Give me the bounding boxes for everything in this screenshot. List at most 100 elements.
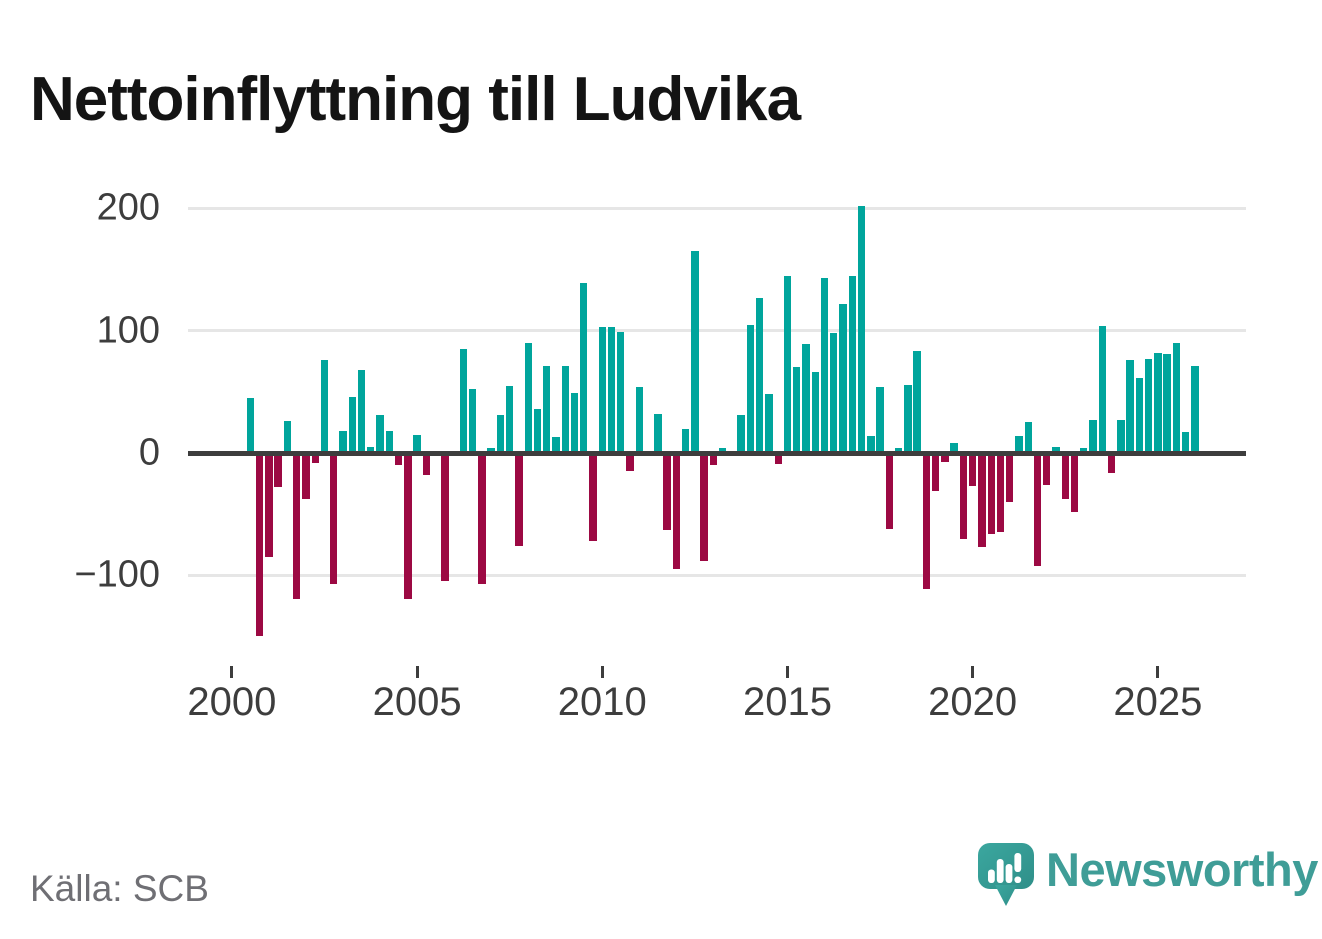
bar [765,394,773,453]
bar [1006,453,1014,502]
bar [922,453,931,589]
bar [413,434,421,453]
bar [552,437,560,453]
bar [987,453,995,534]
bar [756,297,764,453]
x-tick [415,666,419,678]
bar [681,428,690,453]
bar [265,453,273,557]
bar [839,303,847,453]
bar [580,283,588,453]
bar [1098,325,1106,453]
bar [1181,432,1190,453]
x-tick [971,666,975,678]
bar [1033,453,1042,566]
bar [376,415,384,453]
bar [570,393,579,453]
bar [996,453,1005,533]
bar [533,408,542,453]
bar [746,324,755,453]
bar [1070,453,1079,512]
zero-line [188,450,1246,456]
gridline [188,206,1246,210]
y-axis-label: 100 [96,309,160,352]
bar [496,415,505,453]
bar [255,453,264,637]
bar [904,384,912,453]
bar [1135,378,1144,453]
bar [876,386,884,453]
bar [357,369,366,453]
bar [1126,360,1134,453]
x-tick [600,666,604,678]
bar [293,453,301,599]
newsworthy-icon [978,843,1034,906]
bar [385,430,393,453]
bar [848,275,856,453]
x-axis-label: 2005 [372,680,462,724]
bar [617,331,625,453]
bar [302,453,310,500]
bar [968,453,977,487]
newsworthy-wordmark: Newsworthy [1046,843,1318,896]
bar [811,372,819,453]
bar [561,366,569,453]
bar [663,453,671,531]
bar [330,453,338,584]
plot-area: 2000 2005 2010 2015 2020 2025 [187,180,1246,740]
bar [524,342,532,453]
bar [654,413,662,453]
bar [709,453,718,466]
bar [931,453,940,491]
bar [783,275,792,453]
bar [404,453,412,599]
bar [1089,419,1097,453]
bar [589,453,597,542]
source-label: Källa: SCB [30,868,209,909]
y-axis-label: −100 [74,553,160,596]
page-title: Nettoinflyttning till Ludvika [30,64,801,134]
bar [635,386,643,453]
bar [441,453,449,582]
bar [1024,422,1032,453]
bar [468,389,477,453]
bar [820,278,829,453]
bar [1191,366,1199,453]
bar [283,421,292,453]
bar [598,327,606,453]
x-axis-label: 2015 [742,680,832,724]
bar [1107,453,1116,473]
bar [941,453,949,462]
y-axis-label: 0 [138,431,160,474]
y-axis-label: 200 [96,186,160,229]
bar [320,360,329,453]
bar [830,333,838,453]
bar [348,396,356,453]
bar [700,453,708,561]
bar [515,453,523,546]
x-tick [785,666,789,678]
bar [246,397,255,453]
bar [913,351,921,453]
bar [626,453,634,472]
bar [802,344,810,453]
x-tick [1156,666,1160,678]
x-axis-label: 2025 [1113,680,1203,724]
bar [691,251,699,453]
x-axis-label: 2020 [928,680,1018,724]
bar [1163,353,1171,453]
bar [950,443,958,453]
icon-bar-chart-glyph [988,853,1022,883]
bar [1117,419,1125,453]
bar [774,453,782,464]
bar [885,453,894,529]
bar [1015,435,1023,453]
bar [857,205,866,453]
x-axis-label: 2000 [187,680,277,724]
bar [543,366,551,453]
bar [1061,453,1069,500]
bar [422,453,431,475]
bar [1172,342,1181,453]
bar [672,453,681,570]
